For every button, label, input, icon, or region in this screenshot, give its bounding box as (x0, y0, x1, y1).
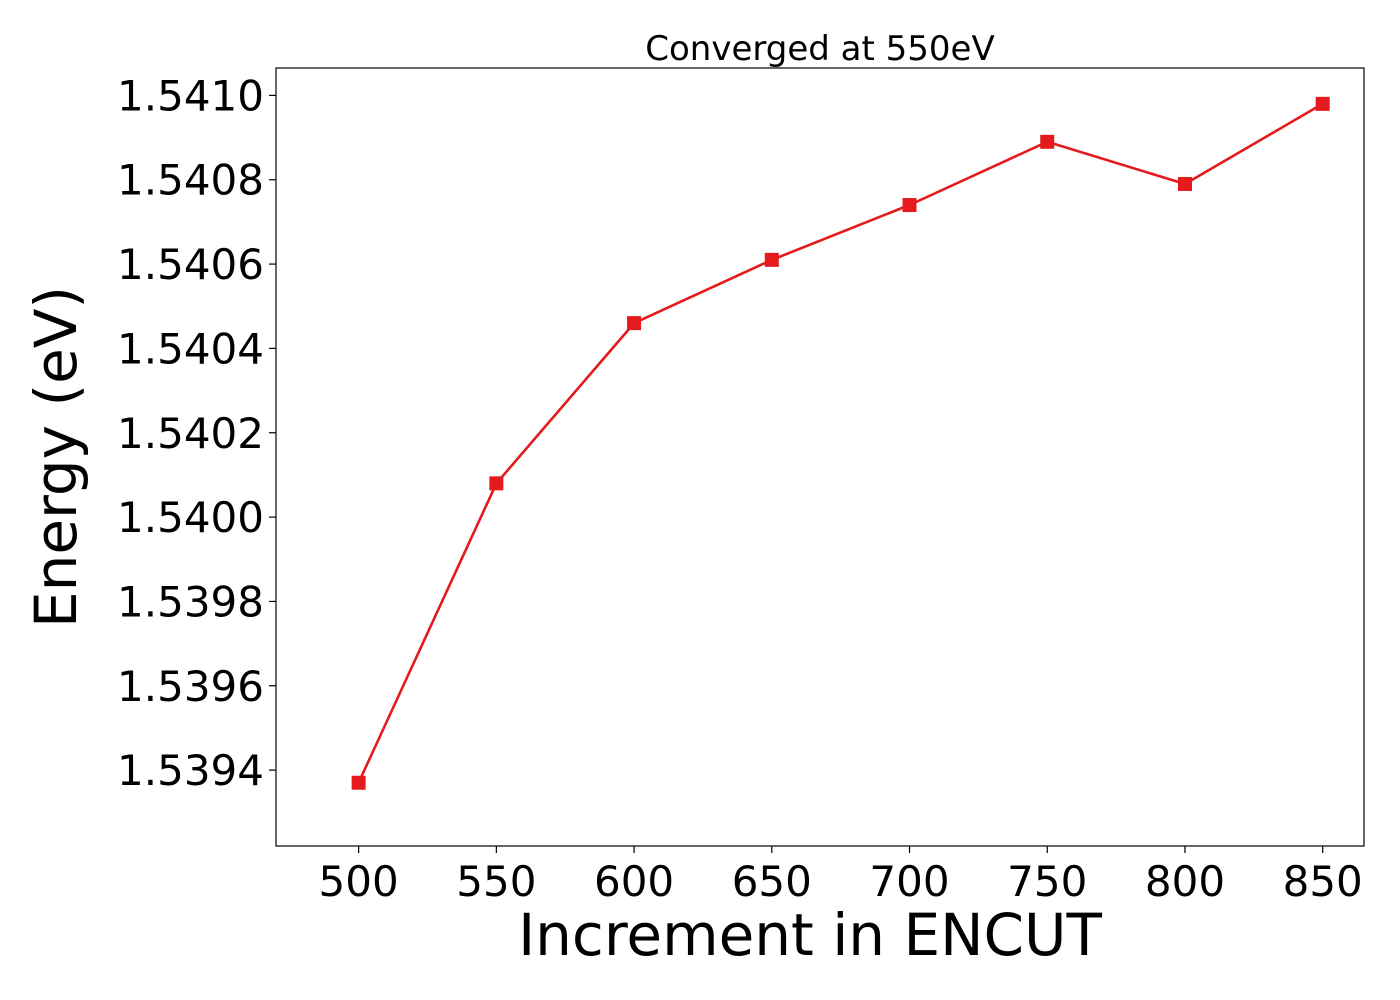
x-axis-ticks: 500 550 600 650 700 750 800 850 (319, 846, 1363, 906)
y-tick-label: 1.5410 (117, 71, 264, 120)
x-tick-label: 600 (594, 857, 674, 906)
y-tick-label: 1.5398 (117, 577, 264, 626)
y-axis-label: Energy (eV) (22, 286, 90, 628)
data-point (1177, 176, 1192, 191)
data-point (764, 252, 779, 267)
x-axis-label: Increment in ENCUT (518, 901, 1102, 969)
data-point (351, 775, 366, 790)
data-point (1315, 96, 1330, 111)
data-point (902, 198, 917, 213)
y-tick-label: 1.5400 (117, 493, 264, 542)
y-tick-label: 1.5408 (117, 156, 264, 205)
data-point (627, 316, 642, 331)
y-tick-label: 1.5394 (117, 746, 264, 795)
data-point (489, 476, 504, 491)
y-axis-ticks: 1.5394 1.5396 1.5398 1.5400 1.5402 1.5404 1.54… (117, 71, 276, 795)
x-tick-label: 850 (1283, 857, 1363, 906)
x-tick-label: 750 (1007, 857, 1087, 906)
y-tick-label: 1.5404 (117, 324, 264, 373)
plot-area: 500 550 600 650 700 750 800 850 1.53941.53961.5… (117, 67, 1365, 906)
x-tick-label: 500 (319, 857, 399, 906)
x-tick-label: 650 (732, 857, 812, 906)
chart-title: Converged at 550eV (645, 29, 994, 69)
series-line (357, 102, 1324, 784)
x-tick-label: 800 (1145, 857, 1225, 906)
data-point (1040, 134, 1055, 149)
x-tick-label: 550 (456, 857, 536, 906)
y-tick-label: 1.5396 (117, 662, 264, 711)
y-tick-label: 1.5406 (117, 240, 264, 289)
series-layer (351, 96, 1330, 790)
x-tick-label: 700 (869, 857, 949, 906)
y-tick-label: 1.5402 (117, 409, 264, 458)
plot-frame (275, 67, 1365, 847)
